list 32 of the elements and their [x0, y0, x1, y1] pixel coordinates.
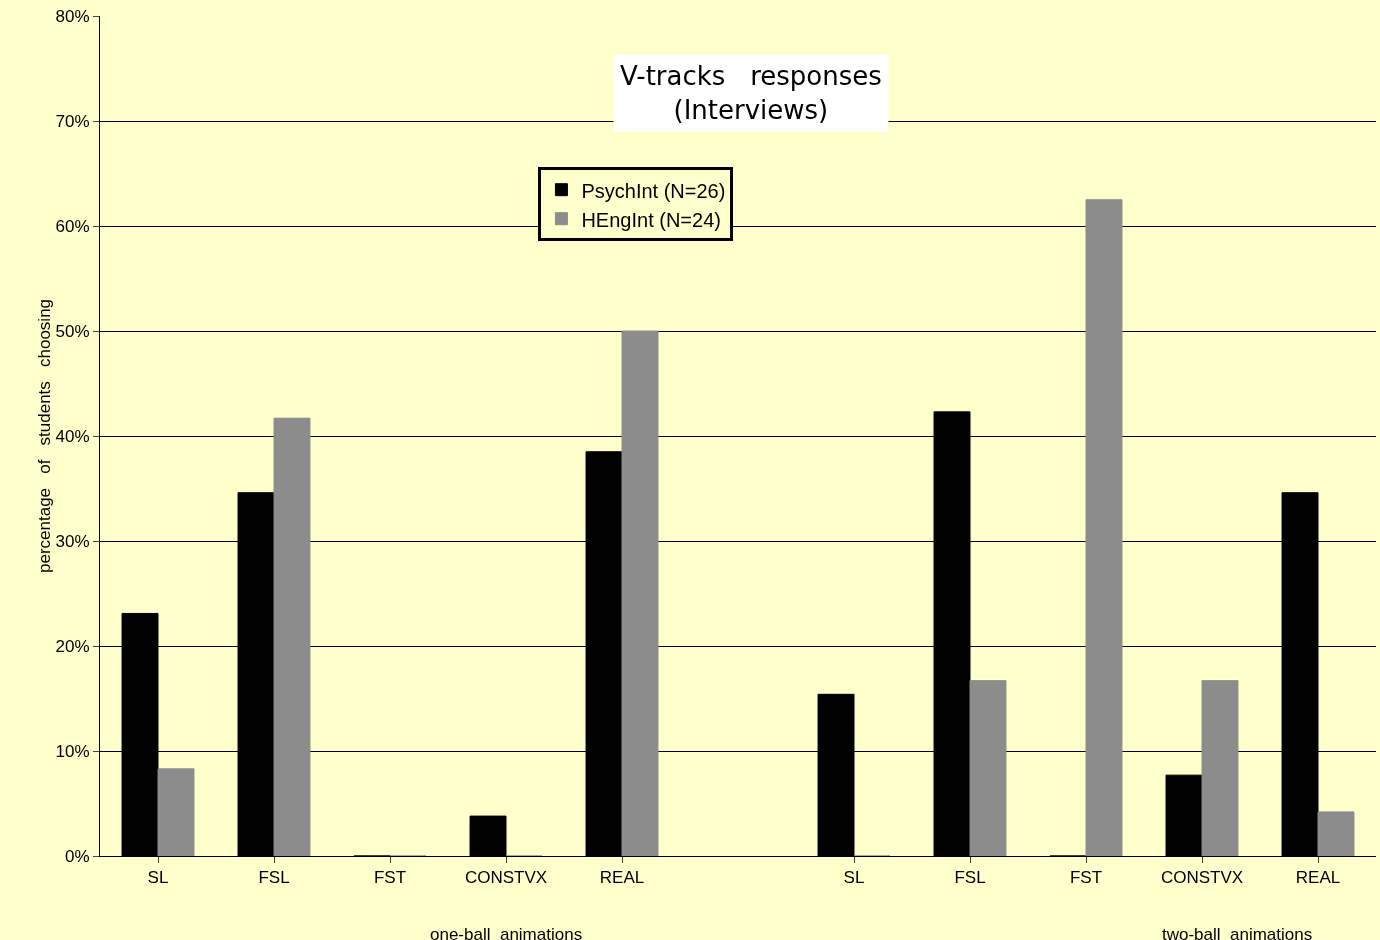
- y-tick-label: 40%: [55, 426, 90, 446]
- y-tick-label: 20%: [55, 636, 90, 656]
- text: one-ball animations: [430, 925, 583, 940]
- y-tick-label: 0%: [65, 846, 90, 866]
- text: V-tracks responses (Interviews): [620, 61, 882, 125]
- bar: [157, 768, 195, 856]
- x-tick-label: SL: [843, 868, 865, 888]
- y-axis-title: percentage of students choosing: [34, 298, 54, 574]
- x-tick-label: CONSTVX: [464, 868, 548, 888]
- bar: [621, 330, 659, 856]
- x-tick-label: CONSTVX: [1160, 868, 1244, 888]
- x-tick-label: FST: [1069, 868, 1103, 888]
- text: two-ball animations: [1162, 925, 1313, 940]
- y-tick-label: 70%: [55, 111, 90, 131]
- bar: [273, 417, 311, 856]
- x-tick-label: REAL: [599, 868, 645, 888]
- legend-label: HEngInt (N=24): [581, 208, 721, 231]
- x-tick-label: FSL: [954, 868, 986, 888]
- x-tick-label: SL: [147, 868, 169, 888]
- bar: [1201, 680, 1239, 856]
- x-tick-label: FST: [373, 868, 407, 888]
- y-tick-label: 60%: [55, 216, 90, 236]
- x-tick-label: FSL: [258, 868, 290, 888]
- bar: [1317, 811, 1355, 856]
- y-tick-label: 30%: [55, 531, 90, 551]
- y-tick-label: 50%: [55, 321, 90, 341]
- bar: [969, 680, 1007, 856]
- y-tick-label: 10%: [55, 741, 90, 761]
- bar: [1085, 199, 1123, 856]
- legend-label: PsychInt (N=26): [581, 179, 726, 202]
- y-tick-label: 80%: [55, 6, 90, 26]
- x-tick-label: REAL: [1295, 868, 1341, 888]
